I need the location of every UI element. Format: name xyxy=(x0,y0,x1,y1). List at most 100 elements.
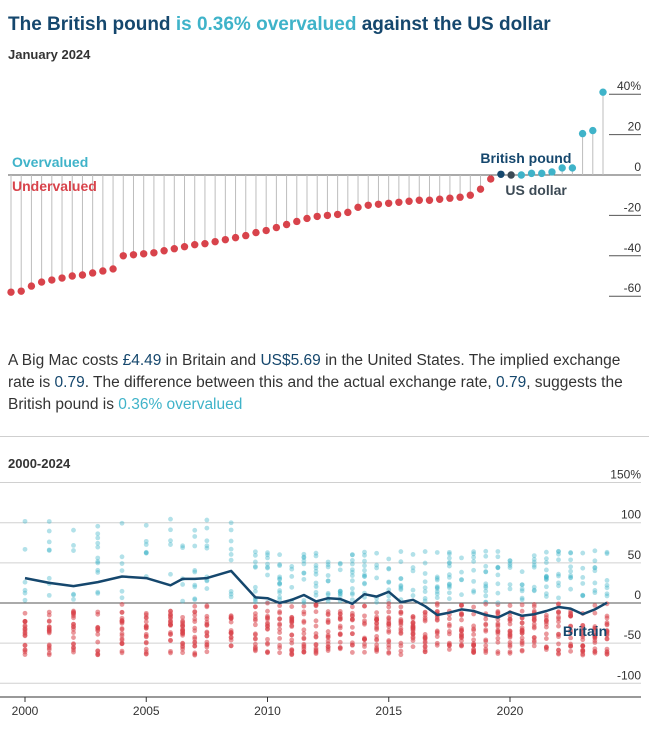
country-history-dot xyxy=(228,520,234,526)
country-history-dot xyxy=(362,572,367,578)
country-history-dot xyxy=(362,563,367,569)
country-history-dot xyxy=(386,566,392,572)
country-history-dot xyxy=(459,602,464,608)
country-history-dot xyxy=(362,580,367,586)
country-history-dot xyxy=(374,642,380,648)
country-history-dot xyxy=(143,549,149,555)
country-history-dot xyxy=(507,563,513,568)
country-history-dot xyxy=(592,580,598,586)
country-history-dot xyxy=(459,633,464,639)
country-history-dot xyxy=(277,562,283,567)
country-history-dot xyxy=(519,620,525,626)
country-history-dot xyxy=(252,616,258,622)
country-history-dot xyxy=(580,652,586,658)
country-history-dot xyxy=(374,550,380,556)
country-history-dot xyxy=(301,631,307,636)
country-history-dot xyxy=(434,601,440,606)
country-history-dot xyxy=(434,574,440,580)
country-history-dot xyxy=(337,646,343,652)
country-history-dot xyxy=(410,644,416,650)
country-history-dot xyxy=(325,598,331,604)
history-subtitle: 2000-2024 xyxy=(8,456,71,471)
country-history-dot xyxy=(143,542,149,547)
country-history-dot xyxy=(252,599,258,605)
country-dot xyxy=(293,217,301,226)
country-dot xyxy=(548,168,556,176)
country-history-dot xyxy=(410,593,416,598)
country-dot xyxy=(364,201,372,209)
country-history-dot xyxy=(349,578,355,584)
country-history-dot xyxy=(422,618,428,624)
country-history-dot xyxy=(228,546,234,552)
country-history-dot xyxy=(446,647,452,652)
country-history-dot xyxy=(568,641,574,647)
country-history-dot xyxy=(265,641,270,647)
country-history-dot xyxy=(301,570,307,576)
country-history-dot xyxy=(313,647,319,653)
country-history-dot xyxy=(580,593,586,599)
country-history-dot xyxy=(543,636,549,641)
country-history-dot xyxy=(580,581,586,586)
country-history-dot xyxy=(180,632,186,638)
country-history-dot xyxy=(277,590,283,596)
country-history-dot xyxy=(277,616,283,622)
country-history-dot xyxy=(349,573,355,578)
country-dot xyxy=(27,282,36,290)
country-history-dot xyxy=(507,613,513,619)
country-history-dot xyxy=(228,591,234,597)
country-history-dot xyxy=(277,630,283,635)
country-history-dot xyxy=(22,626,28,632)
country-history-dot xyxy=(580,649,586,654)
country-history-dot xyxy=(277,626,283,632)
country-history-dot xyxy=(507,649,513,655)
country-history-dot xyxy=(192,527,198,533)
britain-label: Britain xyxy=(563,623,607,639)
country-history-dot xyxy=(265,555,270,561)
country-history-dot xyxy=(374,647,380,653)
country-history-dot xyxy=(349,592,355,597)
country-history-dot xyxy=(349,552,355,558)
country-history-dot xyxy=(313,571,319,577)
country-history-dot xyxy=(180,650,186,656)
country-history-dot xyxy=(422,635,428,641)
country-history-dot xyxy=(204,543,210,549)
country-history-dot xyxy=(325,620,331,626)
country-history-dot xyxy=(143,619,149,625)
country-history-dot xyxy=(495,611,501,617)
country-history-dot xyxy=(95,523,101,529)
country-history-dot xyxy=(592,558,598,564)
country-history-dot xyxy=(531,643,537,649)
country-history-dot xyxy=(119,640,125,646)
country-history-dot xyxy=(568,575,574,581)
country-history-dot xyxy=(301,554,307,560)
country-history-dot xyxy=(168,542,173,547)
country-history-dot xyxy=(325,592,331,598)
description: A Big Mac costs £4.49 in Britain and US$… xyxy=(8,352,623,413)
country-history-dot xyxy=(192,652,198,658)
country-history-dot xyxy=(410,565,416,570)
country-history-dot xyxy=(362,621,367,627)
country-history-dot xyxy=(446,629,452,634)
country-history-dot xyxy=(543,645,549,650)
country-history-dot xyxy=(483,588,489,594)
country-history-dot xyxy=(495,600,501,606)
country-history-dot xyxy=(446,590,452,596)
country-history-dot xyxy=(531,559,537,565)
country-history-dot xyxy=(192,603,198,609)
country-history-dot xyxy=(519,586,525,592)
country-history-dot xyxy=(349,617,355,622)
country-history-dot xyxy=(410,587,416,593)
country-history-dot xyxy=(325,559,331,565)
country-history-dot xyxy=(556,583,561,589)
x-tick-label: 2000 xyxy=(12,704,39,718)
country-history-dot xyxy=(313,568,319,574)
country-history-dot xyxy=(434,629,440,635)
country-history-dot xyxy=(204,578,210,584)
country-history-dot xyxy=(531,564,537,570)
country-history-dot xyxy=(531,587,537,593)
y-tick-label: -40 xyxy=(624,241,642,255)
country-history-dot xyxy=(604,591,610,597)
country-history-dot xyxy=(446,560,452,565)
country-dot xyxy=(211,237,219,246)
country-history-dot xyxy=(46,647,52,652)
